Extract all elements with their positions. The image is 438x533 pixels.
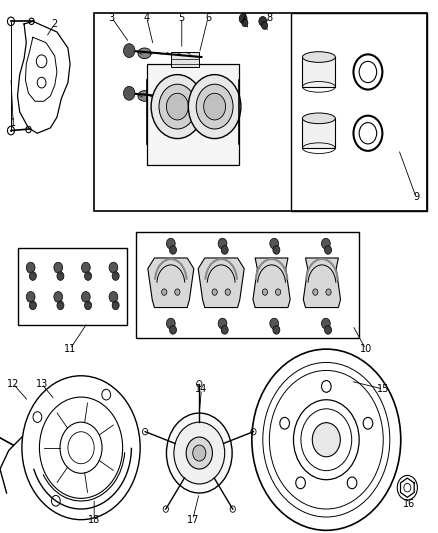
Circle shape xyxy=(112,272,119,280)
Circle shape xyxy=(270,238,279,249)
Text: 10: 10 xyxy=(360,344,372,354)
Circle shape xyxy=(312,423,340,457)
Circle shape xyxy=(151,75,204,139)
Circle shape xyxy=(186,437,212,469)
Text: 18: 18 xyxy=(88,515,100,524)
Text: 14: 14 xyxy=(195,384,208,394)
Polygon shape xyxy=(148,258,194,308)
Bar xyxy=(302,57,335,87)
Bar xyxy=(171,59,199,64)
Text: 16: 16 xyxy=(403,499,416,508)
Text: 8: 8 xyxy=(266,13,272,22)
Circle shape xyxy=(321,238,330,249)
Circle shape xyxy=(321,318,330,329)
Circle shape xyxy=(270,318,279,329)
Circle shape xyxy=(218,318,227,329)
Circle shape xyxy=(166,318,175,329)
Circle shape xyxy=(166,413,232,493)
Circle shape xyxy=(81,262,90,273)
Circle shape xyxy=(109,262,118,273)
Circle shape xyxy=(175,289,180,295)
Text: 7: 7 xyxy=(240,13,246,22)
Polygon shape xyxy=(253,258,290,308)
Circle shape xyxy=(26,262,35,273)
Circle shape xyxy=(57,272,64,280)
Circle shape xyxy=(109,292,118,302)
Circle shape xyxy=(166,238,175,249)
Circle shape xyxy=(326,289,331,295)
Circle shape xyxy=(218,238,227,249)
Bar xyxy=(291,13,427,211)
Circle shape xyxy=(225,289,230,295)
Circle shape xyxy=(85,272,92,280)
Circle shape xyxy=(85,301,92,310)
Circle shape xyxy=(29,301,36,310)
Circle shape xyxy=(273,246,280,254)
Text: 11: 11 xyxy=(64,344,76,354)
Bar xyxy=(302,118,335,148)
Ellipse shape xyxy=(302,52,336,62)
Circle shape xyxy=(159,84,196,129)
Text: 2: 2 xyxy=(52,19,58,29)
Circle shape xyxy=(325,326,332,334)
Circle shape xyxy=(57,301,64,310)
Circle shape xyxy=(124,86,135,100)
Circle shape xyxy=(262,289,268,295)
Circle shape xyxy=(261,22,268,29)
Text: 6: 6 xyxy=(205,13,211,22)
Polygon shape xyxy=(303,258,340,308)
Text: 9: 9 xyxy=(413,192,419,202)
Ellipse shape xyxy=(138,48,151,59)
Text: 5: 5 xyxy=(179,13,185,22)
Circle shape xyxy=(204,93,226,120)
Ellipse shape xyxy=(138,91,151,101)
Text: 1: 1 xyxy=(10,118,16,127)
Circle shape xyxy=(221,246,228,254)
Bar xyxy=(147,64,239,165)
Bar xyxy=(171,52,199,67)
Text: 3: 3 xyxy=(109,13,115,22)
Circle shape xyxy=(196,84,233,129)
Text: 13: 13 xyxy=(35,379,48,389)
Circle shape xyxy=(170,246,177,254)
Circle shape xyxy=(273,326,280,334)
Circle shape xyxy=(212,289,217,295)
Circle shape xyxy=(81,292,90,302)
Polygon shape xyxy=(198,258,244,308)
Circle shape xyxy=(54,292,63,302)
Text: 15: 15 xyxy=(377,384,389,394)
Circle shape xyxy=(239,14,247,23)
Circle shape xyxy=(221,326,228,334)
Circle shape xyxy=(54,262,63,273)
Circle shape xyxy=(242,19,248,27)
Circle shape xyxy=(162,289,167,295)
Circle shape xyxy=(174,422,225,484)
Text: 4: 4 xyxy=(144,13,150,22)
Circle shape xyxy=(193,445,206,461)
Circle shape xyxy=(325,246,332,254)
Text: 12: 12 xyxy=(7,379,19,389)
Circle shape xyxy=(313,289,318,295)
Circle shape xyxy=(170,326,177,334)
Bar xyxy=(136,232,359,338)
Ellipse shape xyxy=(302,113,336,124)
Bar xyxy=(94,13,427,211)
Text: 17: 17 xyxy=(187,515,199,524)
Circle shape xyxy=(166,93,188,120)
Circle shape xyxy=(112,301,119,310)
Circle shape xyxy=(26,292,35,302)
Bar xyxy=(18,248,127,325)
Circle shape xyxy=(29,272,36,280)
Circle shape xyxy=(124,44,135,58)
Circle shape xyxy=(259,17,267,26)
Circle shape xyxy=(188,75,241,139)
Circle shape xyxy=(276,289,281,295)
